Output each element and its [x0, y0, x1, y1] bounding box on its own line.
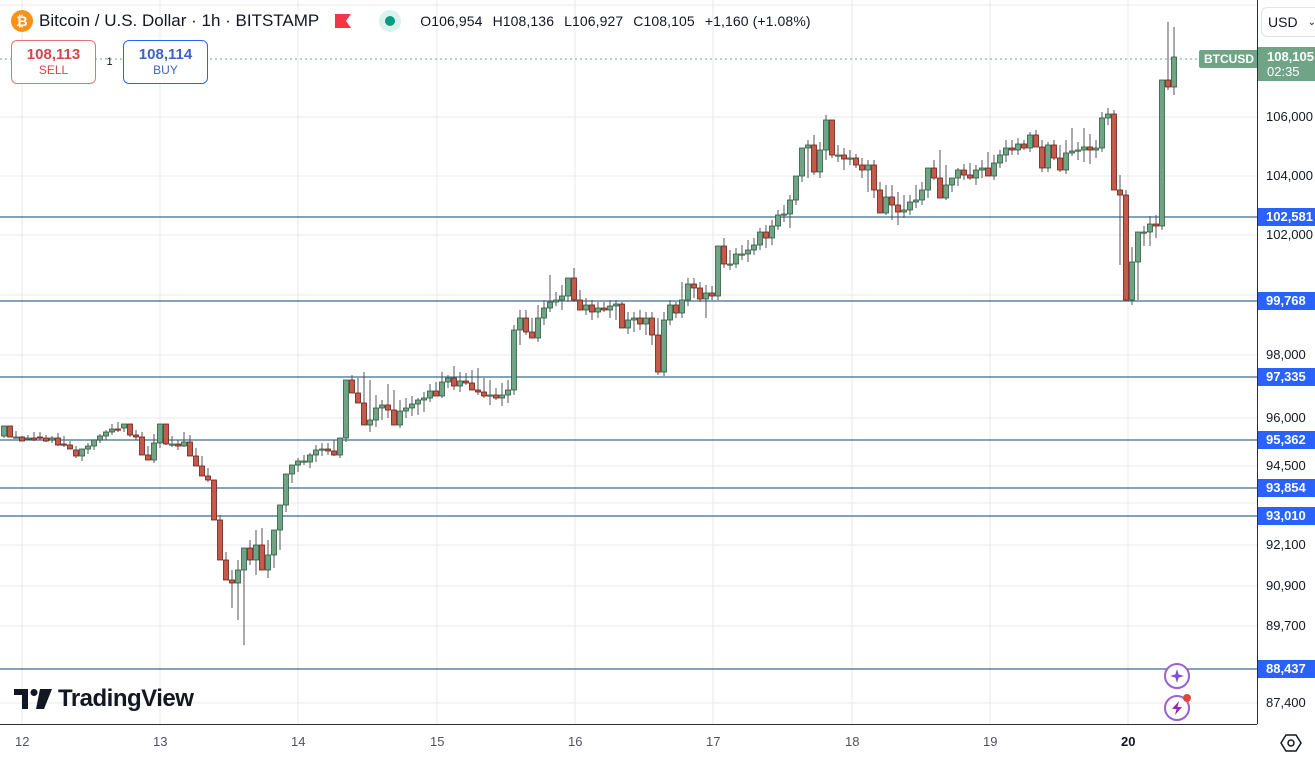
price-chart[interactable] — [0, 0, 1257, 724]
time-tick-label: 19 — [983, 734, 998, 749]
horizontal-levels — [0, 216, 1257, 670]
price-tick-label: 104,000 — [1266, 168, 1313, 183]
price-tick-label: 94,500 — [1266, 458, 1306, 473]
price-tick-label: 92,100 — [1266, 537, 1306, 552]
level-price-tag: 93,854 — [1258, 479, 1315, 497]
symbol-ticker-tag: BTCUSD — [1199, 50, 1259, 68]
high-value: H108,136 — [492, 13, 555, 29]
notification-dot — [1183, 694, 1191, 702]
currency-dropdown[interactable]: USD ⌄ — [1261, 7, 1315, 37]
level-price-tag: 97,335 — [1258, 368, 1315, 386]
time-tick-label: 14 — [291, 734, 306, 749]
last-price-value: 108,105 — [1267, 49, 1314, 64]
level-price-tag: 102,581 — [1258, 208, 1315, 226]
time-tick-label: 17 — [706, 734, 721, 749]
price-tick-label: 90,900 — [1266, 578, 1306, 593]
time-tick-label: 13 — [153, 734, 168, 749]
price-tick-label: 102,000 — [1266, 227, 1313, 242]
alerts-button[interactable] — [1164, 694, 1191, 721]
level-price-tag: 99,768 — [1258, 292, 1315, 310]
level-price-tag: 95,362 — [1258, 431, 1315, 449]
level-price-tag: 93,010 — [1258, 507, 1315, 525]
price-tick-label: 106,000 — [1266, 109, 1313, 124]
flag-icon[interactable] — [335, 14, 352, 28]
close-value: C108,105 — [633, 13, 695, 29]
tradingview-logo[interactable]: TradingView — [14, 685, 194, 713]
low-value: L106,927 — [564, 13, 624, 29]
lightning-icon — [1172, 701, 1182, 715]
trade-panel: 108,113 SELL 1 108,114 BUY — [11, 40, 208, 84]
open-value: O106,954 — [420, 13, 483, 29]
symbol-legend: ₿ Bitcoin / U.S. Dollar · 1h · BITSTAMP … — [11, 8, 817, 34]
time-tick-label: 16 — [568, 734, 583, 749]
time-tick-label: 15 — [430, 734, 445, 749]
sell-label: SELL — [38, 63, 69, 77]
time-axis[interactable] — [0, 724, 1257, 760]
buy-button[interactable]: 108,114 BUY — [123, 40, 208, 84]
price-tick-label: 89,700 — [1266, 618, 1306, 633]
price-axis[interactable] — [1257, 0, 1315, 724]
ai-assistant-button[interactable] — [1164, 663, 1190, 689]
buy-label: BUY — [153, 63, 178, 77]
change-value: +1,160 (+1.08%) — [704, 13, 811, 29]
grid — [0, 0, 1257, 724]
spread-value: 1 — [106, 56, 113, 68]
chevron-down-icon: ⌄ — [1307, 16, 1315, 28]
tradingview-logo-icon — [14, 689, 52, 709]
price-tick-label: 98,000 — [1266, 347, 1306, 362]
bar-countdown: 02:35 — [1267, 64, 1300, 79]
time-tick-label: 20 — [1121, 734, 1136, 749]
level-price-tag: 88,437 — [1258, 660, 1315, 678]
buy-price: 108,114 — [138, 46, 193, 63]
price-tick-label: 96,000 — [1266, 410, 1306, 425]
time-tick-label: 12 — [15, 734, 30, 749]
chart-settings-icon[interactable] — [1280, 732, 1302, 754]
sell-button[interactable]: 108,113 SELL — [11, 40, 96, 84]
bitcoin-icon: ₿ — [11, 10, 33, 32]
market-status-icon[interactable] — [379, 10, 402, 32]
last-price-tag: 108,105 02:35 — [1258, 47, 1315, 81]
sparkle-icon — [1170, 669, 1184, 683]
ohlc-values: O106,954 H108,136 L106,927 C108,105 +1,1… — [420, 13, 816, 29]
currency-value: USD — [1268, 14, 1298, 30]
candles — [1, 22, 1177, 645]
symbol-title[interactable]: Bitcoin / U.S. Dollar · 1h · BITSTAMP — [39, 11, 320, 30]
price-tick-label: 87,400 — [1266, 695, 1306, 710]
tradingview-logo-text: TradingView — [58, 685, 194, 712]
time-tick-label: 18 — [845, 734, 860, 749]
sell-price: 108,113 — [26, 46, 81, 63]
